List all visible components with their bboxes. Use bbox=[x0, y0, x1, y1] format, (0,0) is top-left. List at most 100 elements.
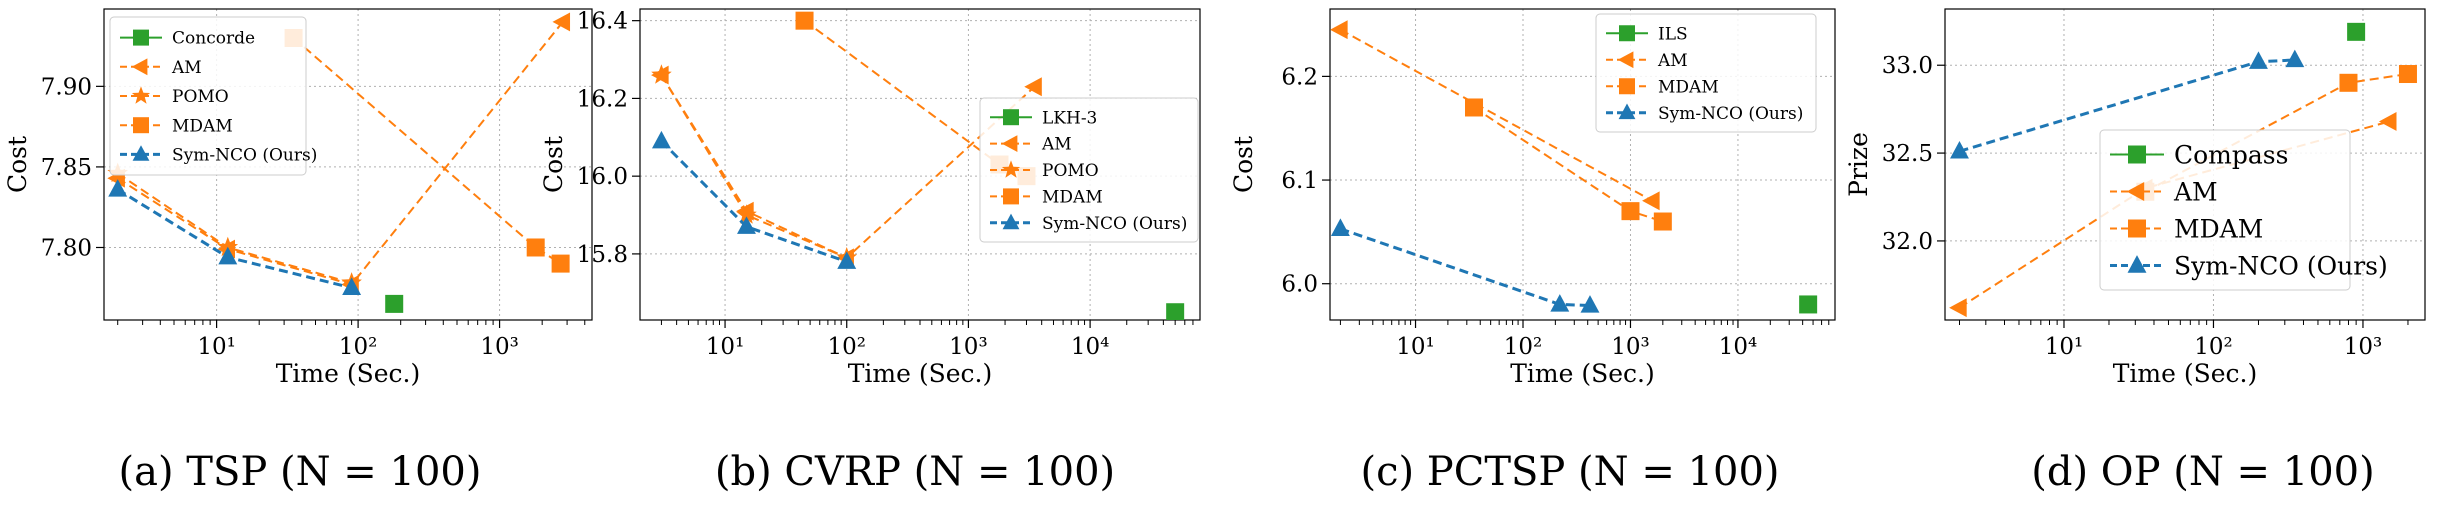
legend-label-pomo: POMO bbox=[172, 87, 229, 107]
legend-marker-sym-nco-ours bbox=[1002, 213, 1020, 230]
x-axis-label: Time (Sec.) bbox=[2113, 359, 2258, 388]
y-axis-label: Cost bbox=[3, 136, 32, 193]
y-tick-label: 6.0 bbox=[1281, 272, 1318, 298]
series-lkh-3 bbox=[1166, 303, 1185, 320]
y-tick-label: 6.2 bbox=[1281, 64, 1318, 90]
legend-label-sym-nco-ours: Sym-NCO (Ours) bbox=[1658, 104, 1803, 124]
legend-label-lkh-3: LKH-3 bbox=[1042, 108, 1097, 128]
data-point-am bbox=[1024, 77, 1042, 97]
series-line-mdam bbox=[292, 37, 562, 265]
data-point-mdam bbox=[1621, 202, 1640, 221]
legend-label-sym-nco-ours: Sym-NCO (Ours) bbox=[172, 146, 317, 166]
y-tick-label: 15.8 bbox=[577, 242, 628, 268]
x-tick-label: 10² bbox=[827, 334, 866, 360]
legend-marker-mdam bbox=[1003, 188, 1019, 205]
data-point-sym-nco-ours bbox=[342, 277, 362, 295]
legend: Concorde AM POMO MDAM Sym-NCO (Ours) bbox=[109, 16, 317, 176]
x-tick-label: 10³ bbox=[2344, 334, 2383, 360]
legend-marker-am bbox=[2126, 182, 2145, 201]
data-point-mdam bbox=[2339, 73, 2358, 92]
series-ils bbox=[1799, 295, 1818, 314]
x-tick-label: 10⁴ bbox=[1719, 334, 1758, 360]
legend-label-mdam: MDAM bbox=[172, 116, 233, 136]
y-tick-label: 16.4 bbox=[577, 9, 628, 35]
data-point-sym-nco-ours bbox=[1550, 294, 1570, 312]
legend-label-am: AM bbox=[2173, 178, 2218, 207]
legend-label-am: AM bbox=[171, 58, 202, 78]
series-pomo bbox=[107, 162, 362, 292]
x-tick-label: 10² bbox=[1504, 334, 1543, 360]
data-point-sym-nco-ours bbox=[2249, 51, 2268, 69]
x-axis-label: Time (Sec.) bbox=[1510, 359, 1655, 388]
series-line-sym-nco-ours bbox=[660, 140, 848, 264]
data-point-sym-nco-ours bbox=[737, 216, 756, 234]
y-tick-label: 16.2 bbox=[577, 86, 628, 112]
legend-box bbox=[2099, 129, 2351, 291]
chart-panel-4: 10¹ 10² 10³ 32.0 32.5 33.0 Time (Sec.) Prize Com… bbox=[1844, 8, 2426, 495]
legend-marker-am bbox=[1617, 51, 1634, 69]
legend-label-ils: ILS bbox=[1658, 24, 1688, 44]
series-sym-nco-ours bbox=[1330, 218, 1600, 313]
series-line-am bbox=[660, 74, 1036, 259]
legend-marker-mdam bbox=[1619, 78, 1635, 95]
data-point-concorde bbox=[385, 294, 404, 313]
data-point-am bbox=[1949, 298, 1967, 318]
data-point-ils bbox=[1799, 295, 1818, 314]
series-am bbox=[1330, 20, 1660, 211]
x-tick-label: 10³ bbox=[480, 334, 519, 360]
data-point-am bbox=[2378, 112, 2397, 131]
legend-marker-mdam bbox=[2128, 219, 2146, 238]
x-tick-label: 10¹ bbox=[1396, 334, 1435, 360]
subfigure-caption: (a) TSP (N = 100) bbox=[119, 449, 482, 495]
subfigure-caption: (d) OP (N = 100) bbox=[2031, 449, 2374, 495]
series-group bbox=[1330, 20, 1818, 314]
data-point-sym-nco-ours bbox=[218, 246, 238, 265]
legend-marker-sym-nco-ours bbox=[1618, 103, 1636, 120]
series-sym-nco-ours bbox=[651, 130, 857, 269]
y-tick-label: 6.1 bbox=[1281, 168, 1318, 194]
legend-marker-concorde bbox=[133, 29, 149, 46]
legend-label-pomo: POMO bbox=[1042, 161, 1099, 181]
y-tick-label: 32.0 bbox=[1882, 229, 1933, 255]
data-point-am bbox=[1330, 20, 1348, 40]
plot-frame bbox=[103, 8, 593, 321]
legend: LKH-3 AM POMO MDAM Sym-NCO (Ours) bbox=[979, 97, 1199, 243]
y-tick-label: 33.0 bbox=[1882, 53, 1933, 79]
legend-label-mdam: MDAM bbox=[1658, 77, 1719, 97]
legend-label-am: AM bbox=[1041, 135, 1072, 155]
chart-panel-2: 10¹ 10² 10³ 10⁴ 15.8 16.0 16.2 16.4 Time (Sec.) C… bbox=[539, 8, 1201, 495]
legend-label-sym-nco-ours: Sym-NCO (Ours) bbox=[2174, 252, 2388, 281]
legend-box bbox=[979, 97, 1199, 243]
legend-label-concorde: Concorde bbox=[172, 29, 255, 49]
legend-label-mdam: MDAM bbox=[1042, 188, 1103, 208]
series-line-am bbox=[1339, 28, 1653, 202]
plot-frame bbox=[1944, 8, 2426, 321]
x-tick-label: 10⁴ bbox=[1071, 334, 1110, 360]
series-compass bbox=[2347, 22, 2366, 41]
legend-label-mdam: MDAM bbox=[2174, 215, 2263, 244]
subfigure-caption: (c) PCTSP (N = 100) bbox=[1360, 449, 1779, 495]
plot-frame bbox=[1329, 8, 1836, 321]
legend-marker-pomo bbox=[131, 86, 151, 104]
series-concorde bbox=[385, 294, 404, 313]
series-group bbox=[651, 11, 1185, 320]
series-line-am bbox=[117, 21, 564, 286]
x-tick-label: 10³ bbox=[1611, 334, 1650, 360]
y-axis-label: Cost bbox=[539, 136, 568, 193]
series-line-am bbox=[1958, 120, 2390, 309]
legend: ILS AM MDAM Sym-NCO (Ours) bbox=[1595, 13, 1817, 133]
legend-marker-ils bbox=[1619, 25, 1635, 42]
data-point-mdam bbox=[795, 11, 814, 30]
x-axis-label: Time (Sec.) bbox=[848, 359, 993, 388]
series-pomo bbox=[651, 64, 857, 267]
y-axis-label: Prize bbox=[1844, 132, 1873, 197]
y-tick-label: 7.85 bbox=[41, 155, 92, 181]
y-tick-label: 7.90 bbox=[41, 74, 92, 100]
legend-marker-compass bbox=[2128, 145, 2146, 164]
legend-label-compass: Compass bbox=[2174, 141, 2288, 170]
legend-marker-am bbox=[1001, 135, 1018, 152]
chart-panel-3: 10¹ 10² 10³ 10⁴ 6.0 6.1 6.2 Time (Sec.) Cost ILS A… bbox=[1229, 8, 1836, 495]
legend-marker-sym-nco-ours bbox=[2127, 255, 2147, 273]
legend: Compass AM MDAM Sym-NCO (Ours) bbox=[2099, 129, 2388, 291]
data-point-compass bbox=[2347, 22, 2366, 41]
